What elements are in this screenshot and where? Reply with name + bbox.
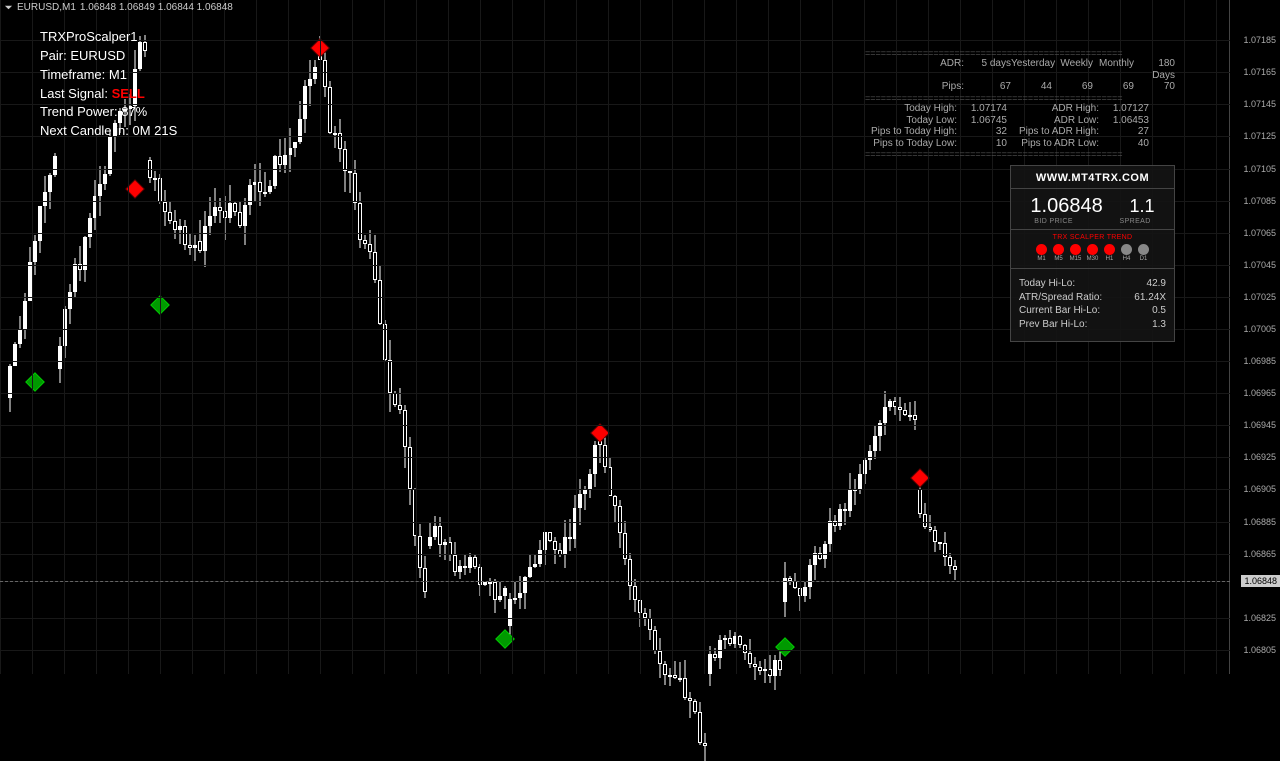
trend-title: TRX SCALPER TREND (1011, 234, 1174, 241)
signal-marker-green (497, 630, 514, 647)
trend-dot-D1 (1138, 244, 1149, 255)
trend-dot-M1 (1036, 244, 1047, 255)
signal-marker-red (127, 181, 144, 198)
trx-panel: WWW.MT4TRX.COM 1.06848 1.1 BID PRICE SPR… (1010, 165, 1175, 342)
ohlc-label: 1.06848 1.06849 1.06844 1.06848 (80, 2, 233, 13)
signal-value: SELL (112, 86, 145, 101)
trend-dots: M1M5M15M30H1H4D1 (1011, 244, 1174, 262)
stats-block: Today Hi-Lo:42.9ATR/Spread Ratio:61.24XC… (1011, 273, 1174, 331)
trend-dot-H4 (1121, 244, 1132, 255)
site-label: WWW.MT4TRX.COM (1011, 172, 1174, 184)
signal-marker-red (592, 425, 609, 442)
trend-dot-M30 (1087, 244, 1098, 255)
y-axis: 1.071851.071651.071451.071251.071051.070… (1230, 0, 1280, 674)
spread-value: 1.1 (1130, 196, 1155, 217)
trend-dot-M15 (1070, 244, 1081, 255)
dropdown-icon[interactable] (4, 3, 13, 12)
signal-marker-green (27, 373, 44, 390)
indicator-info: TRXProScalper1 Pair: EURUSD Timeframe: M… (40, 28, 177, 141)
chart-header: EURUSD,M1 1.06848 1.06849 1.06844 1.0684… (4, 2, 233, 13)
trend-dot-H1 (1104, 244, 1115, 255)
bid-price: 1.06848 (1030, 195, 1102, 218)
indicator-name: TRXProScalper1 (40, 28, 177, 47)
symbol-label: EURUSD,M1 (17, 2, 76, 13)
adr-panel: ========================================… (865, 48, 1175, 160)
trend-dot-M5 (1053, 244, 1064, 255)
signal-marker-red (912, 470, 929, 487)
chart-area[interactable]: EURUSD,M1 1.06848 1.06849 1.06844 1.0684… (0, 0, 1230, 674)
